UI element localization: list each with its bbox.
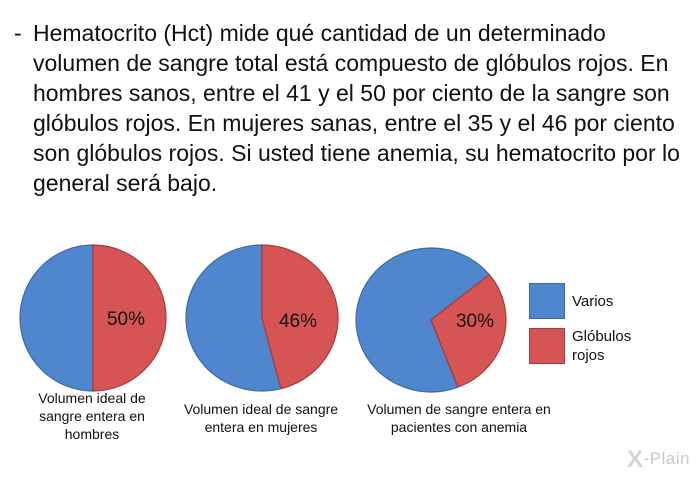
legend-label-varios: Varios xyxy=(572,293,614,310)
caption-women: Volumen ideal de sangre entera en mujere… xyxy=(183,401,339,435)
pie-chart-men: 50% xyxy=(19,244,167,392)
paragraph-text: Hematocrito (Hct) mide qué cantidad de u… xyxy=(33,20,680,196)
bullet-dash: - xyxy=(14,20,22,46)
pie-data-label: 30% xyxy=(456,311,494,332)
pie-data-label: 50% xyxy=(107,309,145,330)
xplain-logo-text: -Plain xyxy=(643,449,690,468)
pie-slice-globulos xyxy=(92,244,167,392)
pie-slice-globulos xyxy=(261,244,339,390)
pie-chart-women: 46% xyxy=(185,244,339,392)
legend-swatch-varios xyxy=(529,283,565,319)
pie-chart-anemia: 30% xyxy=(355,247,507,393)
legend-swatch-globulos xyxy=(529,328,565,364)
pie-slice-varios xyxy=(19,244,94,392)
pie-data-label: 46% xyxy=(279,311,317,332)
caption-anemia: Volumen de sangre entera en pacientes co… xyxy=(367,401,551,435)
xplain-logo-mark: X xyxy=(627,446,644,473)
pie-slice-varios xyxy=(355,247,491,393)
pie-slice-varios xyxy=(185,244,282,392)
xplain-logo: X-Plain xyxy=(627,446,690,474)
caption-men: Volumen ideal de sangre entera en hombre… xyxy=(38,390,146,442)
legend-label-globulos: Glóbulos rojos xyxy=(572,328,632,364)
pie-slice-globulos xyxy=(430,273,507,388)
description-paragraph: - Hematocrito (Hct) mide qué cantidad de… xyxy=(14,18,694,198)
